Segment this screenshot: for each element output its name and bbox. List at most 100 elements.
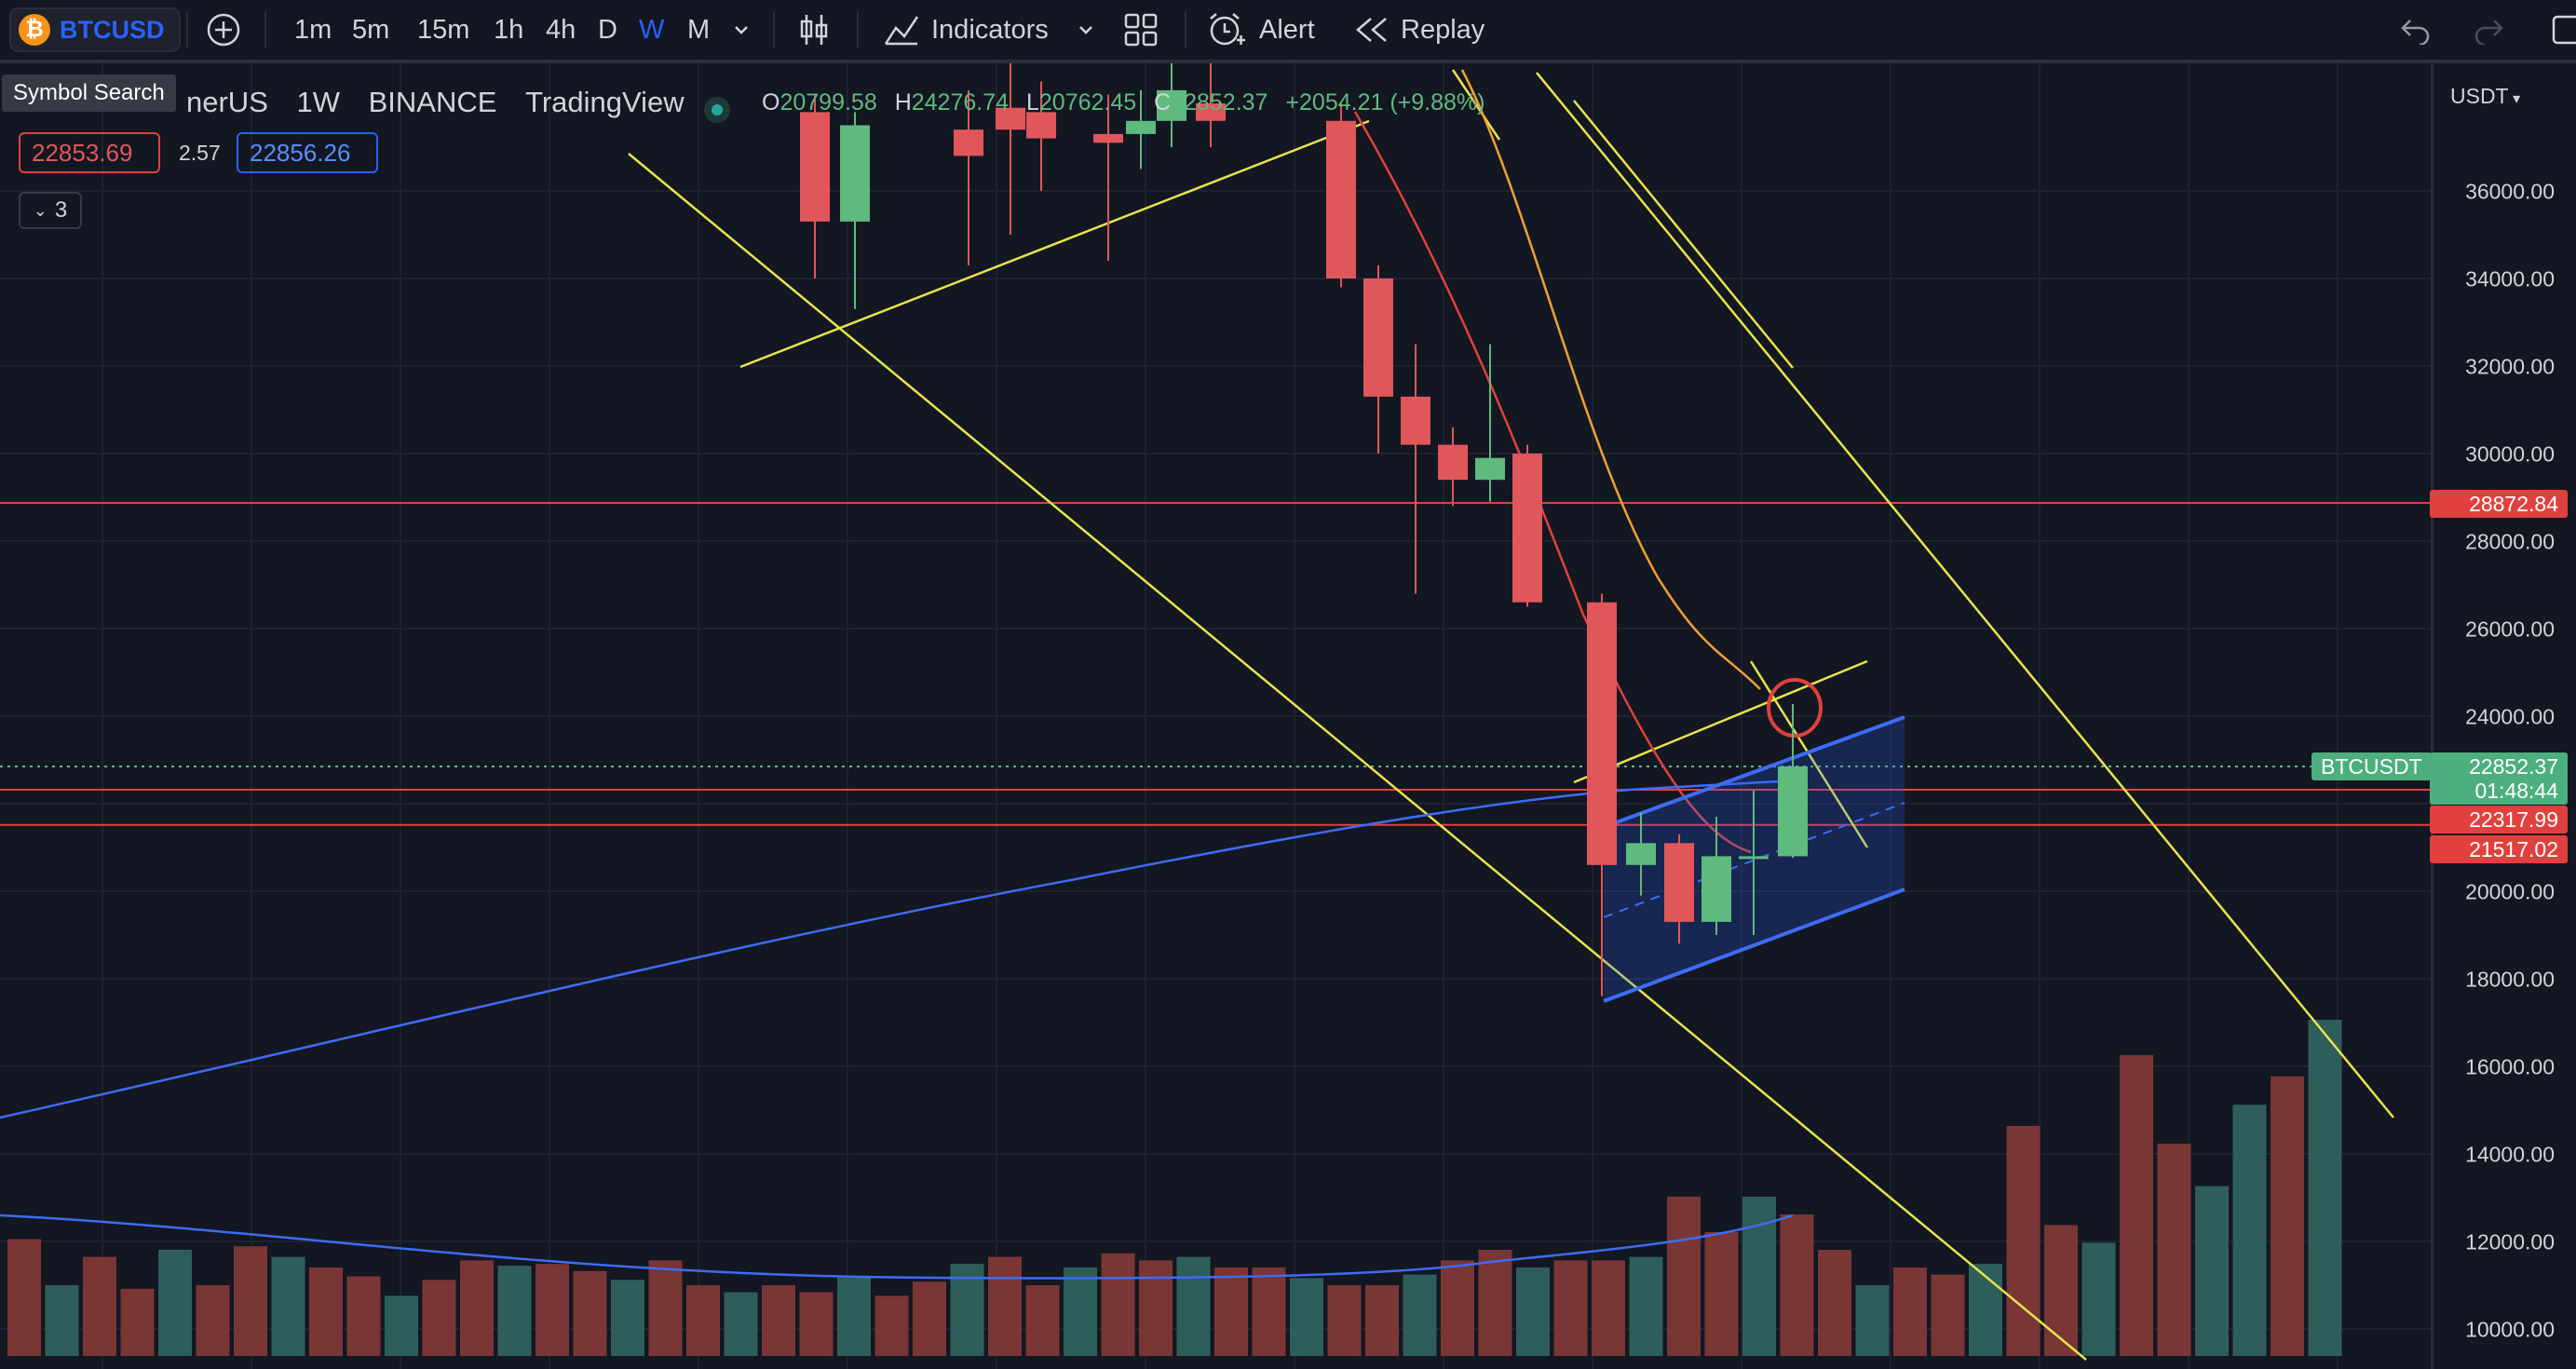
trend-line [1536,72,2394,1118]
currency-selector[interactable]: USDT ▾ [2450,84,2520,109]
chevron-down-icon: ⌄ [33,200,47,220]
volume-bar [1704,1232,1739,1356]
candles-icon [800,15,828,45]
bitcoin-logo-icon: ₿ [19,14,50,46]
undo-button[interactable] [2399,0,2433,60]
price-tick: 16000.00 [2465,1054,2555,1079]
volume-bar [7,1239,41,1356]
volume-bar [196,1285,230,1356]
spread-value: 2.57 [179,140,221,165]
timeframe-1h[interactable]: 1h [494,14,524,45]
volume-bar [2195,1186,2229,1356]
divider [857,11,859,48]
replay-button[interactable]: Replay [1354,0,1485,60]
timeframe-d[interactable]: D [598,14,617,45]
candlesticks [800,60,1808,996]
volume-bar [1553,1260,1588,1356]
price-tick: 10000.00 [2465,1317,2555,1342]
volume-bar [497,1266,532,1356]
price-tick: 14000.00 [2465,1142,2555,1167]
square-icon [2552,15,2576,45]
source-label: TradingView [525,86,685,118]
candle-body [840,125,870,222]
volume-bar [1855,1285,1890,1356]
layouts-button[interactable] [1123,0,1159,60]
price-tick: 12000.00 [2465,1229,2555,1254]
timeframe-5m[interactable]: 5m [352,14,390,45]
buy-price-button[interactable]: 22856.26 [237,132,378,173]
volume-bar [422,1280,456,1356]
compare-symbol-button[interactable] [205,0,242,60]
candle-body [954,129,983,156]
timeframe-m[interactable]: M [687,14,711,45]
top-toolbar: ₿ BTCUSD 1m 5m 15m 1h 4h D W M Indicator… [0,0,2576,63]
trend-line [1573,100,1794,369]
last-price-label: 22852.37 [2430,752,2568,780]
timeframe-15m[interactable]: 15m [417,14,470,45]
price-chart[interactable] [0,60,2431,1369]
volume-bar [573,1270,607,1356]
indicators-dropdown[interactable] [1075,0,1097,60]
sell-price-button[interactable]: 22853.69 [19,132,160,173]
market-status-icon[interactable] [704,97,730,123]
volume-bar [346,1276,381,1356]
close-value: 22852.37 [1171,89,1268,115]
chart-pane[interactable] [0,60,2431,1369]
low-label: L [1025,89,1039,115]
volume-bar [913,1281,946,1356]
replay-label: Replay [1401,14,1485,45]
candle-body [1778,766,1808,857]
interval-label: 1W [296,86,341,118]
symbol-label: BTCUSD [60,15,165,44]
volume-bar [686,1285,720,1356]
moving-average-line [1460,69,1761,690]
long-moving-average [0,779,1794,1119]
indicators-button[interactable]: Indicators [883,0,1049,60]
timeframe-dropdown[interactable] [730,0,752,60]
volume-bar [2308,1020,2342,1356]
volume-bar [648,1260,683,1356]
price-tick: 28000.00 [2465,529,2555,554]
horizontal-levels [0,501,2431,826]
candle-body [800,112,830,222]
trend-line [1749,660,1869,848]
high-value: 24276.74 [911,89,1010,115]
volume-bar [83,1256,116,1356]
symbol-search-tooltip: Symbol Search [2,75,176,112]
chevron-down-icon [1079,26,1092,34]
alert-button[interactable]: Alert [1207,0,1315,60]
close-label: C [1154,89,1172,115]
trend-line [628,153,2087,1361]
chart-type-button[interactable] [797,0,831,60]
volume-bar [1516,1267,1550,1356]
volume-bar [874,1295,909,1356]
ohlc-values: O20799.58 H24276.74 L20762.45 C22852.37 … [762,89,1485,116]
timeframe-4h[interactable]: 4h [546,14,576,45]
volume-bar [950,1264,984,1356]
symbol-search-button[interactable]: ₿ BTCUSD [9,7,181,52]
fullscreen-button[interactable] [2552,0,2576,60]
candle-body [1512,454,1542,603]
price-axis[interactable]: USDT ▾ 36000.00 34000.00 32000.00 30000.… [2431,63,2576,1369]
price-tick: 30000.00 [2465,441,2555,467]
change-value: +2054.21 (+9.88%) [1285,89,1485,115]
open-label: O [762,89,780,115]
candle-body [1126,120,1156,134]
price-tick: 34000.00 [2465,266,2555,291]
candle-body [1401,396,1430,445]
volume-bar [724,1292,758,1356]
candle-body [1026,112,1056,139]
legend-title[interactable]: nerUS 1W BINANCE TradingView [186,86,685,119]
high-label: H [894,89,912,115]
candle-body [1093,133,1123,143]
volume-bar [2081,1242,2116,1356]
redo-button[interactable] [2472,0,2505,60]
price-tick: 18000.00 [2465,967,2555,992]
volume-bar [1064,1267,1097,1356]
timeframe-1m[interactable]: 1m [294,14,332,45]
timeframe-w[interactable]: W [639,14,665,45]
exchange-label: BINANCE [368,86,497,118]
volume-bar [799,1292,834,1356]
indicators-collapse-button[interactable]: ⌄ 3 [19,192,82,229]
volume-bar [611,1280,644,1356]
